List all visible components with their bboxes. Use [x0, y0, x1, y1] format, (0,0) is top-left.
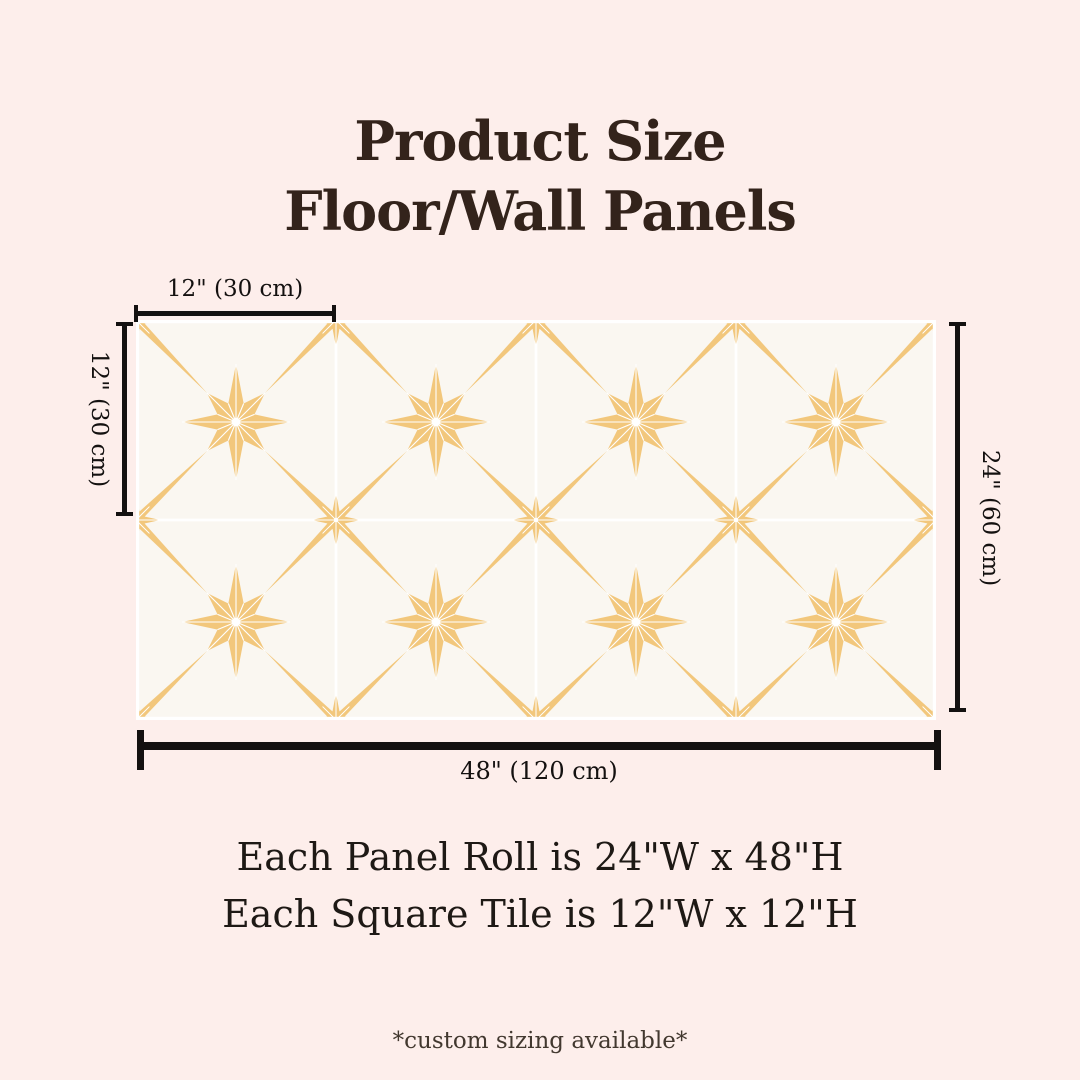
dim-cap	[116, 512, 133, 516]
caption-square-tile: Each Square Tile is 12"W x 12"H	[222, 892, 858, 936]
dim-cap	[116, 322, 133, 326]
page-title: Product Size Floor/Wall Panels	[0, 106, 1080, 246]
dim-panel-width-line	[137, 730, 941, 770]
dim-panel-width: 48" (120 cm)	[137, 730, 941, 785]
dim-cap	[949, 708, 966, 712]
caption-panel-roll: Each Panel Roll is 24"W x 48"H	[236, 835, 844, 879]
dim-line	[122, 322, 127, 516]
dim-tile-width: 12" (30 cm)	[134, 276, 336, 322]
tile-panel-image	[136, 320, 936, 720]
dim-panel-height-line	[949, 322, 966, 712]
dim-cap	[332, 305, 336, 322]
dim-cap	[934, 730, 941, 770]
dim-line	[134, 311, 336, 316]
dim-line	[955, 322, 960, 712]
dim-tile-height-label: 12" (30 cm)	[86, 350, 112, 488]
size-captions: Each Panel Roll is 24"W x 48"H Each Squa…	[0, 829, 1080, 943]
page-title-line1: Product Size	[354, 109, 726, 173]
panel-border	[136, 320, 936, 720]
dim-tile-height: 12" (30 cm)	[86, 322, 133, 516]
dim-tile-height-line	[116, 322, 133, 516]
custom-sizing-footnote: *custom sizing available*	[392, 1028, 688, 1054]
dim-cap	[137, 730, 144, 770]
page-title-line2: Floor/Wall Panels	[284, 179, 797, 243]
dim-panel-width-label: 48" (120 cm)	[460, 757, 618, 785]
dim-line	[137, 742, 941, 750]
dim-panel-height: 24" (60 cm)	[949, 322, 1003, 712]
dim-panel-height-label: 24" (60 cm)	[977, 449, 1003, 587]
dim-cap	[134, 305, 138, 322]
dim-tile-width-label: 12" (30 cm)	[166, 276, 304, 302]
dim-tile-width-line	[134, 305, 336, 322]
dim-cap	[949, 322, 966, 326]
